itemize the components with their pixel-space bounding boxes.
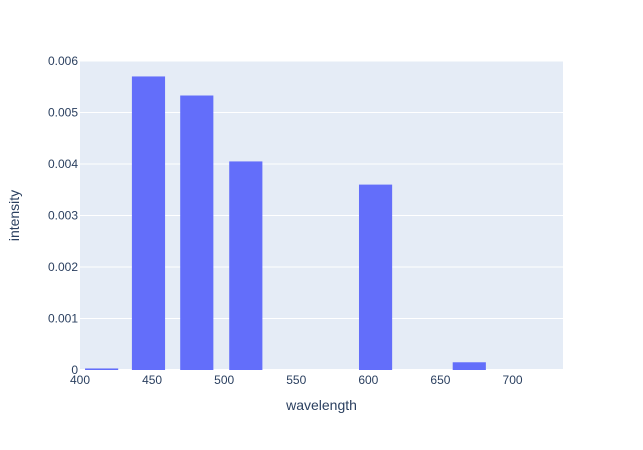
x-ticks: 400 450 500 550 600 650 700 [70, 373, 523, 387]
bar [358, 184, 393, 370]
y-ticks: 0 0.001 0.002 0.003 0.004 0.005 0.006 [48, 54, 78, 377]
x-axis-title: wavelength [285, 397, 357, 413]
y-tick-label: 0.001 [48, 312, 78, 326]
y-tick-label: 0.002 [48, 260, 78, 274]
bar [452, 362, 486, 370]
y-axis-title: intensity [6, 190, 22, 241]
y-tick-label: 0.004 [48, 157, 78, 171]
x-tick-label: 700 [503, 373, 523, 387]
bar [131, 76, 166, 370]
x-tick-label: 550 [286, 373, 306, 387]
bar [85, 368, 119, 370]
x-tick-label: 400 [70, 373, 90, 387]
bar [180, 95, 214, 370]
x-tick-label: 450 [142, 373, 162, 387]
x-tick-label: 600 [358, 373, 378, 387]
y-tick-label: 0.006 [48, 54, 78, 68]
bars [85, 76, 486, 370]
x-tick-label: 500 [214, 373, 234, 387]
x-tick-label: 650 [430, 373, 450, 387]
y-tick-label: 0 [71, 363, 78, 377]
bar [229, 161, 263, 370]
y-tick-label: 0.003 [48, 209, 78, 223]
y-tick-label: 0.005 [48, 106, 78, 120]
